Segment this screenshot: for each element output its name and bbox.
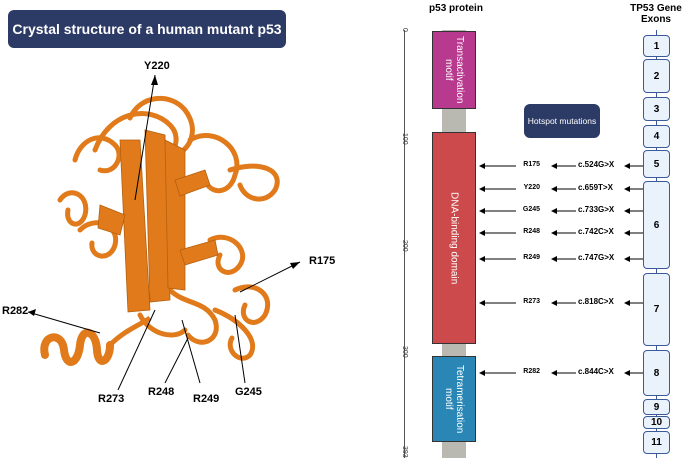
figure-title: Crystal structure of a human mutant p53 (8, 10, 286, 48)
exon-4: 4 (643, 125, 670, 148)
transactivation-motif: Transactivation motif (432, 31, 476, 109)
mutation-cdna-733: c.733G>X (578, 205, 615, 214)
exon-3: 3 (643, 97, 670, 121)
exon-6: 6 (643, 181, 670, 269)
exon-2: 2 (643, 59, 670, 93)
exon-1: 1 (643, 35, 670, 57)
figure-title-text: Crystal structure of a human mutant p53 (12, 21, 282, 37)
label-r273: R273 (98, 393, 125, 405)
mutation-aa-r175: R175 (523, 161, 540, 168)
tetramerisation-motif: Tetramerisation motif (432, 356, 476, 442)
exon-11: 11 (643, 431, 670, 454)
mutation-cdna-844: c.844C>X (578, 367, 614, 376)
mutation-aa-r249: R249 (523, 254, 540, 261)
exon-8: 8 (643, 350, 670, 396)
mutation-aa-r273: R273 (523, 298, 540, 305)
mutation-cdna-742: c.742C>X (578, 227, 614, 236)
gene-header: TP53 Gene Exons (630, 3, 682, 25)
exon-7: 7 (643, 273, 670, 346)
mutation-cdna-747: c.747G>X (578, 253, 615, 262)
protein-header: p53 protein (429, 3, 483, 14)
dna-binding-domain: DNA-binding domain (432, 132, 476, 344)
exon-9: 9 (643, 399, 670, 415)
label-g245: G245 (235, 386, 262, 398)
label-r282: R282 (2, 305, 29, 317)
mutation-aa-y220: Y220 (523, 184, 540, 191)
mutation-cdna-659: c.659T>X (578, 183, 613, 192)
label-r175: R175 (309, 255, 336, 267)
mutation-aa-g245: G245 (522, 206, 540, 213)
label-y220: Y220 (144, 60, 170, 72)
mutation-cdna-818: c.818C>X (578, 297, 614, 306)
exon-5: 5 (643, 150, 670, 178)
protein-structure-illustration (27, 74, 301, 391)
hotspot-mutations-box: Hotspot mutations (524, 104, 600, 138)
label-r249: R249 (193, 393, 220, 405)
mutation-cdna-524: c.524G>X (578, 160, 615, 169)
label-r248: R248 (148, 386, 175, 398)
exon-10: 10 (643, 416, 670, 429)
mutation-aa-r248: R248 (523, 228, 540, 235)
mutation-aa-r282: R282 (523, 368, 540, 375)
residue-ruler (404, 30, 405, 458)
